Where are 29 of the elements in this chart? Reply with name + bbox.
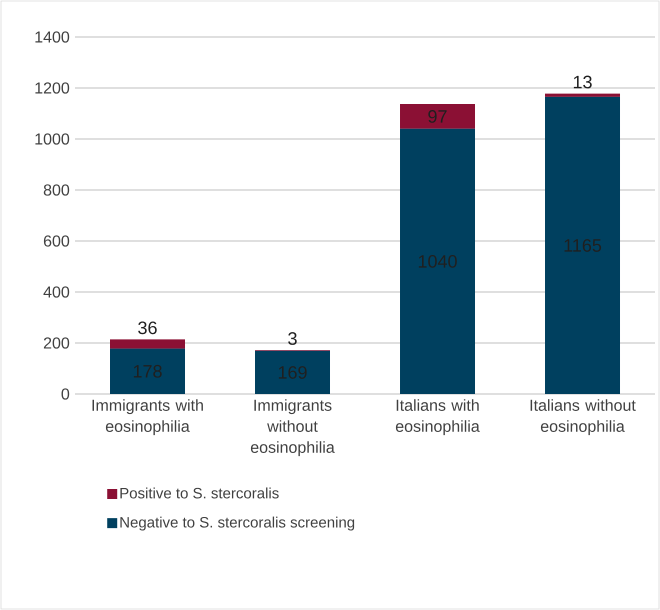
y-tick-label: 0 bbox=[62, 388, 70, 400]
bar bbox=[545, 96, 620, 394]
y-tick-label: 1400 bbox=[35, 31, 70, 43]
legend-label: Positive to S. stercoralis bbox=[120, 487, 279, 498]
data-label: 97 bbox=[428, 110, 447, 123]
y-tick-label: 600 bbox=[44, 235, 70, 247]
legend-label: Negative to S. stercoralis screening bbox=[120, 516, 354, 531]
x-tick-label: Italians with eosinophilia bbox=[396, 399, 480, 436]
data-label: 169 bbox=[278, 366, 307, 379]
x-tick-label: Italians without eosinophilia bbox=[530, 399, 636, 436]
data-label: 1040 bbox=[418, 255, 457, 268]
y-tick-label: 200 bbox=[44, 337, 70, 349]
data-label: 178 bbox=[134, 364, 162, 378]
bar bbox=[545, 94, 620, 97]
bar bbox=[400, 128, 476, 394]
bar bbox=[400, 104, 476, 129]
bar bbox=[110, 339, 186, 349]
x-tick-label: Immigrants without eosinophilia bbox=[250, 399, 335, 456]
y-tick-label: 1000 bbox=[35, 133, 70, 145]
y-tick-label: 400 bbox=[43, 286, 70, 298]
data-label: 36 bbox=[138, 321, 157, 334]
y-tick-label: 1200 bbox=[35, 82, 70, 94]
bar bbox=[110, 348, 186, 394]
data-label: 3 bbox=[288, 332, 297, 345]
x-tick-label: Immigrants with eosinophilia bbox=[92, 399, 203, 436]
y-tick-label: 800 bbox=[44, 184, 70, 196]
bar bbox=[255, 350, 330, 394]
data-label: 1165 bbox=[564, 239, 602, 252]
data-label: 13 bbox=[574, 76, 592, 88]
